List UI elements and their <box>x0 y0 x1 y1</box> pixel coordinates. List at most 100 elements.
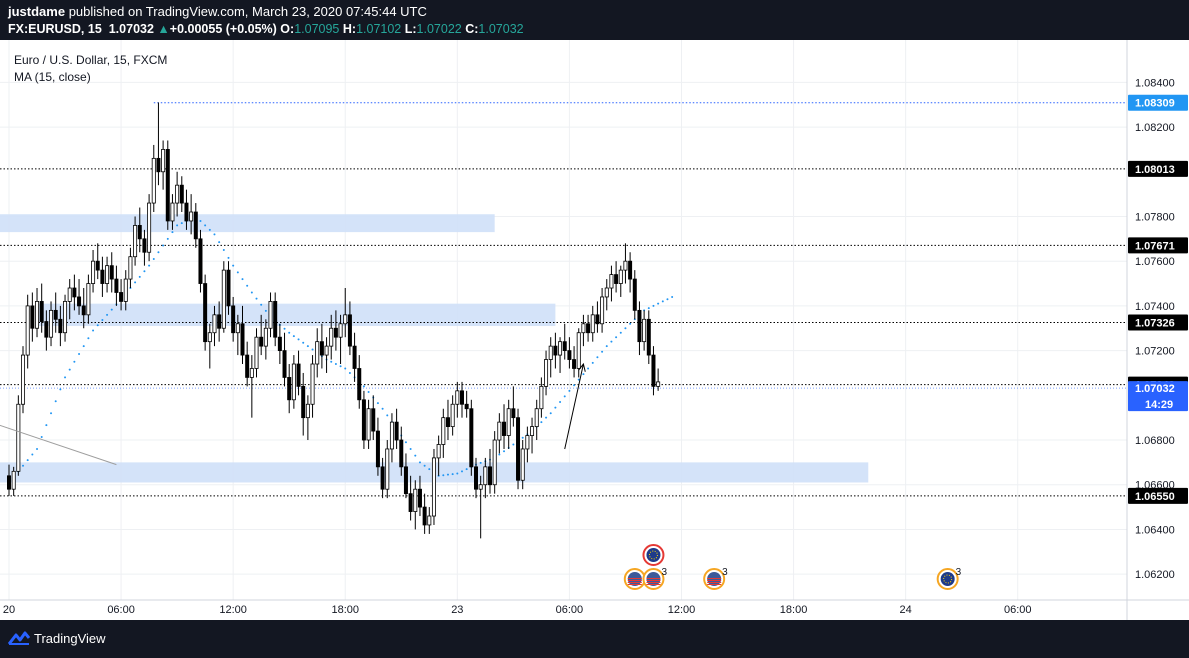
candle-body[interactable] <box>469 408 474 468</box>
candle-body[interactable] <box>128 256 133 280</box>
candle-body[interactable] <box>179 184 184 204</box>
candle-body[interactable] <box>277 336 282 352</box>
candle-body[interactable] <box>450 403 455 428</box>
candle-body[interactable] <box>249 368 254 378</box>
candle-body[interactable] <box>502 421 507 436</box>
candle-body[interactable] <box>310 363 315 405</box>
candle-body[interactable] <box>436 444 441 459</box>
candle-body[interactable] <box>198 238 203 284</box>
candle-body[interactable] <box>506 408 511 436</box>
candle-body[interactable] <box>385 448 390 490</box>
candle-body[interactable] <box>53 309 58 320</box>
candle-body[interactable] <box>133 225 138 258</box>
candle-body[interactable] <box>516 417 521 481</box>
candle-body[interactable] <box>231 305 236 334</box>
candle-body[interactable] <box>142 238 147 253</box>
candle-body[interactable] <box>35 301 40 329</box>
candle-body[interactable] <box>492 439 497 486</box>
candle-body[interactable] <box>319 341 324 356</box>
candle-body[interactable] <box>511 408 516 419</box>
candle-body[interactable] <box>39 301 44 322</box>
candle-body[interactable] <box>240 323 245 356</box>
candle-body[interactable] <box>268 301 273 329</box>
eu-event-flag-icon[interactable]: 3 <box>936 567 962 590</box>
candle-body[interactable] <box>109 265 114 280</box>
candle-body[interactable] <box>273 301 278 338</box>
candle-body[interactable] <box>95 260 100 271</box>
candle-body[interactable] <box>637 309 642 343</box>
price-chart[interactable]: 3 3 3 1.08400 1.08200 1.07800 1.07600 1.07400 1… <box>0 40 1189 620</box>
candle-body[interactable] <box>287 377 292 401</box>
candle-body[interactable] <box>441 417 446 445</box>
us-event-flag-icon[interactable] <box>623 568 646 590</box>
candle-body[interactable] <box>165 149 170 222</box>
candle-body[interactable] <box>646 318 651 356</box>
candle-body[interactable] <box>86 283 91 316</box>
candle-body[interactable] <box>380 466 385 490</box>
candle-body[interactable] <box>324 345 329 356</box>
candle-body[interactable] <box>534 408 539 428</box>
candle-body[interactable] <box>282 350 287 378</box>
candle-body[interactable] <box>497 421 502 441</box>
candle-body[interactable] <box>455 390 460 405</box>
candle-body[interactable] <box>193 211 198 240</box>
candle-body[interactable] <box>576 332 581 369</box>
candle-body[interactable] <box>459 390 464 405</box>
candle-body[interactable] <box>572 359 577 369</box>
candle-body[interactable] <box>291 363 296 401</box>
candle-body[interactable] <box>156 157 161 173</box>
candle-body[interactable] <box>520 448 525 481</box>
candle-body[interactable] <box>333 327 338 338</box>
candle-body[interactable] <box>488 466 493 486</box>
candle-body[interactable] <box>562 341 567 352</box>
candle-body[interactable] <box>175 184 180 204</box>
candle-body[interactable] <box>394 421 399 441</box>
candle-body[interactable] <box>389 421 394 450</box>
candle-body[interactable] <box>618 269 623 284</box>
candle-body[interactable] <box>81 305 86 316</box>
candle-body[interactable] <box>343 314 348 325</box>
candle-body[interactable] <box>11 470 16 490</box>
candle-body[interactable] <box>413 488 418 512</box>
candle-body[interactable] <box>525 435 530 450</box>
us-event-flag-icon[interactable]: 3 <box>703 567 728 590</box>
arrow-drawing[interactable] <box>564 363 584 450</box>
candle-body[interactable] <box>483 466 488 486</box>
candle-body[interactable] <box>147 202 152 253</box>
level-price-label-bg[interactable] <box>1128 160 1188 177</box>
candle-body[interactable] <box>235 323 240 334</box>
candle-body[interactable] <box>656 381 661 387</box>
candle-body[interactable] <box>399 439 404 468</box>
candle-body[interactable] <box>315 341 320 365</box>
candle-body[interactable] <box>221 269 226 329</box>
candle-body[interactable] <box>67 287 72 302</box>
candle-body[interactable] <box>226 269 231 307</box>
candle-body[interactable] <box>581 323 586 334</box>
candle-body[interactable] <box>119 292 124 302</box>
candle-body[interactable] <box>553 345 558 356</box>
candle-body[interactable] <box>123 278 128 302</box>
candle-body[interactable] <box>296 363 301 387</box>
candle-body[interactable] <box>170 202 175 222</box>
author-name[interactable]: justdame <box>8 4 66 19</box>
candle-body[interactable] <box>642 318 647 343</box>
candle-body[interactable] <box>371 408 376 432</box>
candle-body[interactable] <box>604 287 609 298</box>
candle-body[interactable] <box>478 484 483 490</box>
legend-title[interactable]: Euro / U.S. Dollar, 15, FXCM <box>14 53 168 67</box>
candle-body[interactable] <box>623 260 628 271</box>
level-price-label-bg[interactable] <box>1128 487 1188 504</box>
candle-body[interactable] <box>609 274 614 289</box>
candle-body[interactable] <box>632 278 637 311</box>
level-price-label-bg[interactable] <box>1128 314 1188 331</box>
candle-body[interactable] <box>590 314 595 334</box>
us-event-flag-icon[interactable]: 3 <box>642 567 667 590</box>
candle-body[interactable] <box>305 403 310 419</box>
candle-body[interactable] <box>151 157 156 204</box>
candle-body[interactable] <box>254 336 259 369</box>
candle-body[interactable] <box>544 359 549 387</box>
candle-body[interactable] <box>628 260 633 280</box>
candle-body[interactable] <box>567 350 572 360</box>
candle-body[interactable] <box>16 403 21 472</box>
candle-body[interactable] <box>7 475 12 490</box>
